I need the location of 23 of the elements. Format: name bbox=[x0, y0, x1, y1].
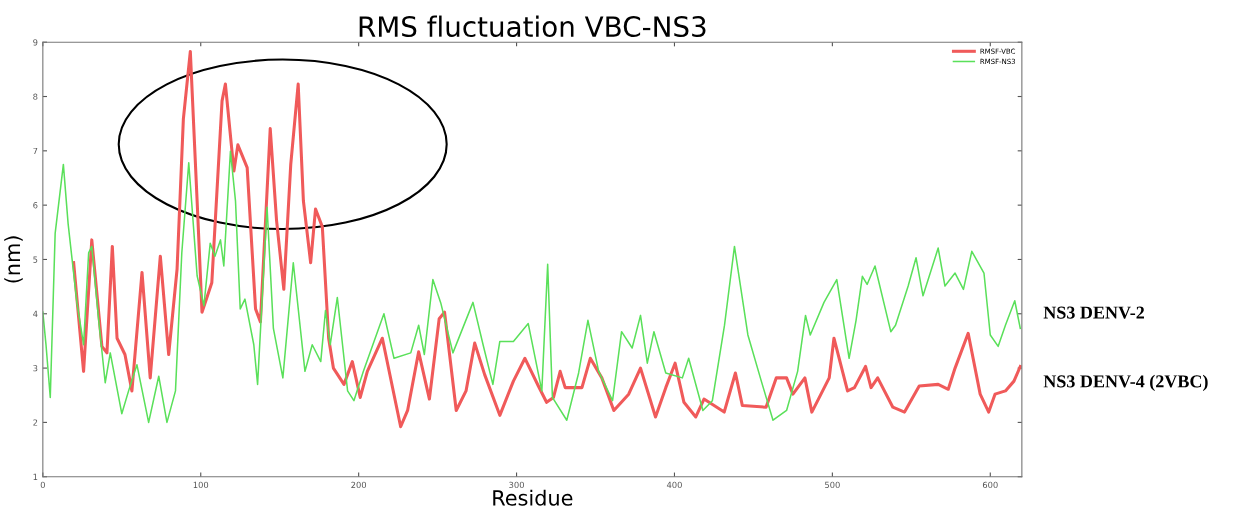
text: NS3 DENV-4 (2VBC) bbox=[1043, 374, 1208, 392]
y-tick-label: 9 bbox=[33, 39, 38, 46]
x-tick-label: 500 bbox=[825, 481, 840, 489]
x-axis-title: Residue bbox=[493, 489, 573, 506]
y-tick-label: 5 bbox=[33, 256, 38, 263]
y-tick-label: 6 bbox=[33, 202, 38, 209]
text: NS3 DENV-2 bbox=[1043, 306, 1144, 319]
chart-title: RMS fluctuation VBC-NS3 bbox=[359, 15, 706, 38]
y-tick-label: 3 bbox=[33, 365, 38, 372]
line-series bbox=[72, 49, 1022, 429]
y-tick-label: 2 bbox=[33, 419, 38, 426]
x-tick-label: 400 bbox=[666, 481, 682, 489]
line-series bbox=[42, 150, 1022, 424]
x-tick-label: 600 bbox=[982, 481, 998, 489]
y-tick-label: 7 bbox=[33, 147, 38, 154]
y-tick-label: 1 bbox=[33, 473, 38, 480]
y-tick-label: 4 bbox=[33, 310, 38, 317]
y-tick-label: 8 bbox=[33, 93, 38, 100]
y-axis-title: (nm) bbox=[4, 236, 23, 283]
x-tick-label: 100 bbox=[193, 481, 209, 489]
x-tick-label: 300 bbox=[509, 481, 524, 489]
x-tick-label: 200 bbox=[351, 481, 367, 489]
x-tick-label: 0 bbox=[40, 481, 45, 489]
